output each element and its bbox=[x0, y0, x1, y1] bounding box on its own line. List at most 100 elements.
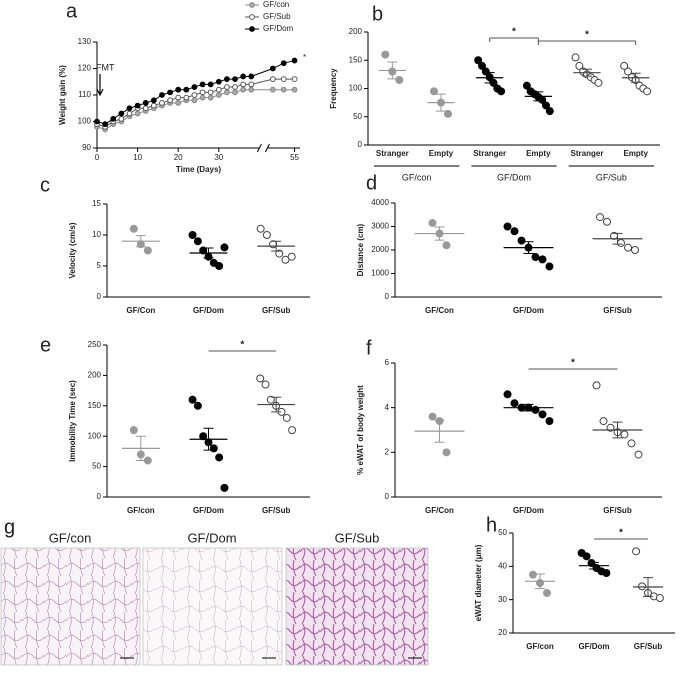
data-point bbox=[191, 84, 198, 90]
x-tick-label: GF/Dom bbox=[578, 642, 609, 651]
data-point bbox=[291, 57, 298, 64]
data-point bbox=[199, 81, 206, 88]
data-point bbox=[248, 86, 255, 93]
data-point bbox=[215, 262, 224, 270]
significance-bracket bbox=[489, 37, 539, 42]
data-point bbox=[199, 89, 206, 96]
y-tick-label: 110 bbox=[78, 90, 91, 99]
y-tick-label: 4000 bbox=[371, 198, 389, 207]
data-point bbox=[531, 253, 540, 262]
data-point bbox=[631, 246, 639, 254]
data-point bbox=[543, 589, 551, 597]
error-bar bbox=[135, 235, 146, 248]
data-point bbox=[167, 97, 173, 104]
y-tick-label: 150 bbox=[349, 55, 363, 64]
y-tick-label: 0 bbox=[385, 292, 390, 301]
y-axis-label: Weight gain (%) bbox=[58, 65, 67, 125]
data-point bbox=[94, 118, 100, 125]
annotation: * bbox=[303, 53, 306, 62]
legend-marker bbox=[249, 14, 255, 20]
panel-letter: e bbox=[40, 334, 51, 356]
y-axis-label: Velocity (cm/s) bbox=[68, 222, 77, 278]
data-point bbox=[224, 76, 230, 82]
x-axis-label: Time (Days) bbox=[176, 165, 222, 174]
data-point bbox=[280, 60, 287, 67]
data-point bbox=[175, 100, 182, 106]
significance-bracket bbox=[537, 40, 637, 45]
error-bar bbox=[612, 421, 623, 439]
data-point bbox=[602, 569, 611, 577]
panel-letter: c bbox=[40, 174, 50, 196]
significance-label: * bbox=[585, 30, 589, 41]
data-point bbox=[275, 249, 284, 258]
data-point bbox=[126, 110, 133, 117]
data-point bbox=[624, 243, 632, 252]
x-tick-label: GF/Sub bbox=[262, 306, 291, 315]
image-label: GF/Dom bbox=[187, 530, 236, 545]
x-tick-label: GF/Dom bbox=[513, 306, 544, 315]
data-point bbox=[188, 231, 197, 239]
panel-letter: b bbox=[372, 3, 383, 25]
legend-label: GF/con bbox=[263, 0, 289, 9]
data-point bbox=[287, 252, 296, 261]
data-point bbox=[503, 222, 512, 231]
data-point bbox=[191, 92, 198, 98]
y-axis-label: Distance (cm) bbox=[356, 223, 365, 276]
data-point bbox=[655, 594, 664, 602]
data-point bbox=[232, 76, 238, 82]
error-bar bbox=[643, 577, 653, 597]
error-bar bbox=[484, 72, 495, 84]
y-tick-label: 2000 bbox=[371, 245, 389, 254]
data-point bbox=[118, 110, 125, 117]
x-tick-label: 0 bbox=[95, 153, 100, 162]
error-bar bbox=[582, 68, 592, 77]
y-axis-label: Frequency bbox=[329, 68, 338, 109]
data-point bbox=[541, 101, 550, 110]
y-tick-label: 20 bbox=[498, 628, 507, 637]
data-point bbox=[430, 87, 438, 96]
data-point bbox=[280, 76, 287, 82]
data-point bbox=[538, 410, 547, 419]
data-point bbox=[129, 224, 138, 233]
data-point bbox=[282, 413, 291, 422]
y-tick-label: 50 bbox=[498, 528, 507, 537]
data-point bbox=[280, 86, 287, 93]
error-bar bbox=[203, 427, 214, 451]
error-bar bbox=[434, 226, 445, 241]
x-tick-label: GF/con bbox=[526, 642, 554, 651]
data-point bbox=[118, 115, 125, 122]
y-tick-label: 0 bbox=[385, 492, 390, 501]
data-point bbox=[193, 237, 202, 246]
significance-label: * bbox=[512, 27, 516, 38]
data-point bbox=[587, 559, 596, 567]
data-point bbox=[288, 426, 297, 435]
error-bar bbox=[523, 241, 534, 255]
y-tick-label: 15 bbox=[92, 199, 101, 208]
data-point bbox=[442, 241, 451, 250]
error-bar bbox=[271, 240, 282, 252]
y-tick-label: 100 bbox=[78, 117, 92, 126]
error-bar bbox=[436, 93, 446, 112]
error-bar bbox=[630, 72, 641, 83]
error-bar bbox=[612, 232, 623, 245]
data-point bbox=[571, 53, 580, 62]
data-point bbox=[240, 73, 247, 80]
data-point bbox=[207, 94, 214, 101]
data-point bbox=[248, 73, 255, 80]
data-point bbox=[134, 102, 141, 109]
y-tick-label: 0 bbox=[358, 140, 363, 149]
y-axis-label: % eWAT of body weight bbox=[356, 385, 365, 475]
x-tick-label: GF/Sub bbox=[603, 506, 632, 515]
data-point bbox=[215, 78, 222, 85]
data-point bbox=[643, 87, 652, 96]
x-tick-label: Stranger bbox=[571, 149, 604, 158]
y-tick-label: 150 bbox=[88, 401, 102, 410]
x-tick-label: GF/Dom bbox=[193, 506, 224, 515]
y-tick-label: 120 bbox=[78, 64, 92, 73]
x-tick-label: GF/Sub bbox=[262, 506, 291, 515]
data-point bbox=[240, 81, 247, 88]
data-point bbox=[638, 582, 647, 591]
y-tick-label: 1000 bbox=[371, 269, 389, 278]
